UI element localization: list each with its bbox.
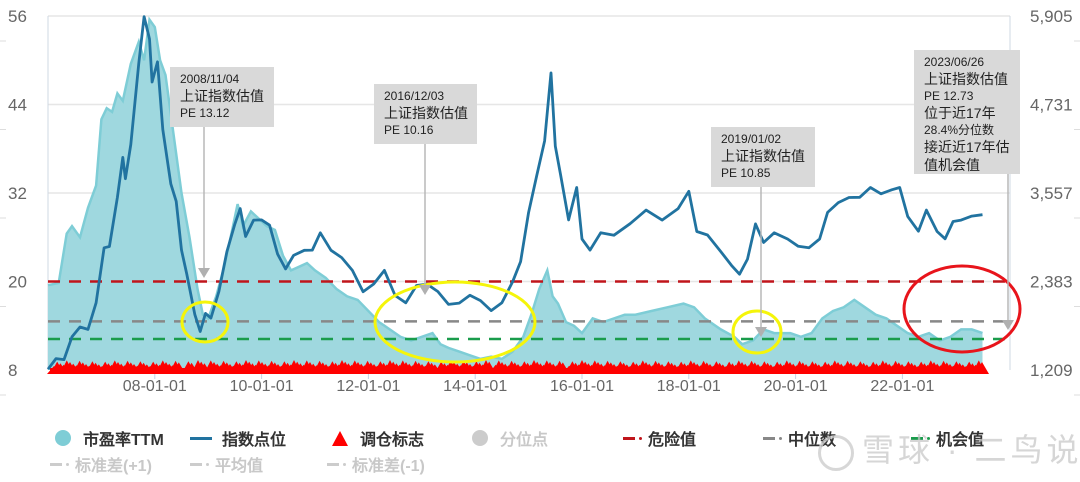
legend-item-mean[interactable]: 平均值	[190, 452, 263, 476]
legend-item-index-points[interactable]: 指数点位	[190, 426, 286, 450]
annotation-date: 2019/01/02	[721, 132, 782, 146]
annotation-2023-06-26: 2023/06/26 上证指数估值 PE 12.73 位于近17年 28.4%分…	[914, 50, 1020, 174]
right-axis-tick: 5,905	[1030, 7, 1073, 26]
arrow-down-icon	[755, 327, 767, 337]
legend-item-percentile[interactable]: 分位点	[472, 426, 548, 450]
x-axis-tick: 14-01-01	[443, 378, 507, 395]
right-axis-tick: 3,557	[1030, 184, 1073, 203]
annotation-note: 值机会值	[924, 157, 980, 173]
left-axis-tick: 44	[8, 96, 27, 115]
legend-label: 标准差(+1)	[75, 458, 152, 475]
annotation-note: 28.4%分位数	[924, 123, 995, 137]
annotation-2019-01-02: 2019/01/02 上证指数估值 PE 10.85	[711, 127, 815, 187]
highlight-ellipses	[180, 264, 1022, 364]
annotation-pe: PE 12.73	[924, 89, 974, 103]
legend-item-rebalance[interactable]: 调仓标志	[332, 426, 424, 450]
legend-item-std-plus1[interactable]: 标准差(+1)	[50, 452, 152, 476]
snowball-logo-icon	[818, 434, 854, 471]
chart-plot-area: 8 20 32 44 56 1,209 2,383 3,557 4,731 5,905 08-0…	[0, 7, 1080, 396]
annotation-2008-11-04: 2008/11/04 上证指数估值 PE 13.12	[170, 67, 274, 127]
annotation-pe: PE 10.16	[384, 123, 434, 137]
legend-item-opportunity[interactable]: 机会值	[911, 426, 984, 450]
arrow-down-icon	[419, 285, 431, 295]
annotation-note: 接近近17年估	[924, 139, 1010, 155]
right-axis-tick: 4,731	[1030, 96, 1073, 115]
right-axis-tick: 1,209	[1030, 361, 1073, 380]
left-axis-tick: 32	[8, 184, 27, 203]
annotation-pe: PE 13.12	[180, 106, 230, 120]
legend-label: 指数点位	[222, 432, 287, 449]
x-axis-tick: 18-01-01	[657, 378, 721, 395]
highlight-ellipse	[731, 309, 783, 355]
legend-item-pe-ttm[interactable]: 市盈率TTM	[55, 426, 164, 450]
watermark: 雪球 · 二鸟说	[818, 425, 1080, 471]
line-icon	[190, 436, 212, 440]
annotation-title: 上证指数估值	[180, 88, 264, 104]
legend-label: 市盈率TTM	[83, 432, 164, 449]
dash-icon	[623, 436, 642, 440]
dot-icon	[55, 430, 71, 446]
annotation-pointers	[198, 127, 1014, 337]
rebalance-triangle-markers	[47, 360, 989, 374]
triangle-icon	[332, 430, 348, 446]
legend-label: 分位点	[500, 432, 549, 449]
annotation-date: 2023/06/26	[924, 55, 985, 69]
left-axis-tick: 20	[8, 273, 27, 292]
legend-item-std-minus1[interactable]: 标准差(-1)	[327, 452, 425, 476]
index-points-line-series	[46, 15, 983, 371]
left-y-axis: 8 20 32 44 56	[0, 7, 27, 396]
highlight-ellipse	[373, 280, 537, 364]
right-axis-tick: 2,383	[1030, 273, 1073, 292]
annotation-title: 上证指数估值	[924, 71, 1008, 87]
annotation-pe: PE 10.85	[721, 166, 771, 180]
dot-icon	[472, 430, 488, 446]
x-axis-tick: 16-01-01	[550, 378, 614, 395]
x-axis: 08-01-01 10-01-01 12-01-01 14-01-01 16-01-01…	[123, 372, 935, 395]
left-axis-tick: 56	[8, 7, 27, 26]
watermark-text: 雪球 · 二鸟说	[862, 432, 1080, 468]
legend-label: 机会值	[936, 432, 985, 449]
annotation-title: 上证指数估值	[721, 148, 805, 164]
annotation-date: 2016/12/03	[384, 89, 445, 103]
annotation-2016-12-03: 2016/12/03 上证指数估值 PE 10.16	[374, 84, 477, 144]
x-axis-tick: 08-01-01	[123, 378, 187, 395]
x-axis-tick: 10-01-01	[230, 378, 294, 395]
highlight-ellipse	[902, 264, 1022, 354]
legend-label: 调仓标志	[360, 432, 425, 449]
dash-icon	[327, 462, 346, 466]
legend-label: 平均值	[215, 458, 264, 475]
arrow-down-icon	[1002, 320, 1014, 330]
highlight-ellipse	[180, 300, 230, 344]
x-axis-tick: 22-01-01	[870, 378, 934, 395]
legend-label: 标准差(-1)	[352, 458, 425, 475]
legend-item-danger[interactable]: 危险值	[623, 426, 696, 450]
chart-legend: 市盈率TTM 指数点位 调仓标志 分位点 危险值 中位数 机会值 标准差(+	[0, 420, 1080, 482]
right-y-axis: 1,209 2,383 3,557 4,731 5,905	[1030, 7, 1080, 396]
arrow-down-icon	[198, 268, 210, 278]
legend-label: 危险值	[648, 432, 697, 449]
dash-icon	[763, 436, 782, 440]
x-axis-tick: 12-01-01	[336, 378, 400, 395]
x-axis-tick: 20-01-01	[764, 378, 828, 395]
reference-lines	[48, 280, 1010, 341]
dash-icon	[190, 462, 209, 466]
left-axis-tick: 8	[8, 361, 17, 380]
dash-icon	[911, 436, 930, 440]
annotation-title: 上证指数估值	[384, 105, 468, 121]
annotation-date: 2008/11/04	[180, 72, 240, 86]
annotation-note: 位于近17年	[924, 105, 996, 121]
dash-icon	[50, 462, 69, 466]
